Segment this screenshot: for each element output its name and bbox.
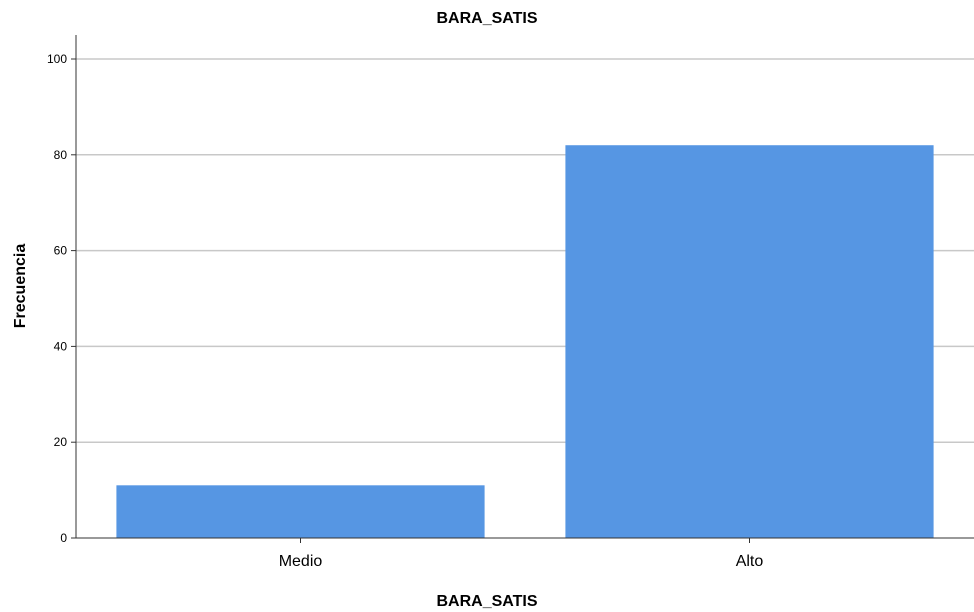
y-tick-label: 100 xyxy=(47,52,67,66)
y-axis-ticks: 0 20 40 60 80 100 xyxy=(47,52,76,545)
x-tick-label-medio: Medio xyxy=(279,553,323,570)
x-axis-label: BARA_SATIS xyxy=(436,593,537,610)
y-tick-label: 80 xyxy=(54,148,68,162)
x-tick-label-alto: Alto xyxy=(736,553,764,570)
y-tick-label: 0 xyxy=(60,531,67,545)
x-axis-ticks: Medio Alto xyxy=(279,538,764,570)
y-tick-label: 40 xyxy=(54,339,68,353)
bar-medio xyxy=(116,485,485,538)
chart-title: BARA_SATIS xyxy=(436,10,537,27)
bar-alto xyxy=(565,145,934,538)
y-tick-label: 60 xyxy=(54,244,68,258)
y-axis-label: Frecuencia xyxy=(12,244,29,329)
bars xyxy=(116,145,934,538)
y-tick-label: 20 xyxy=(54,435,68,449)
